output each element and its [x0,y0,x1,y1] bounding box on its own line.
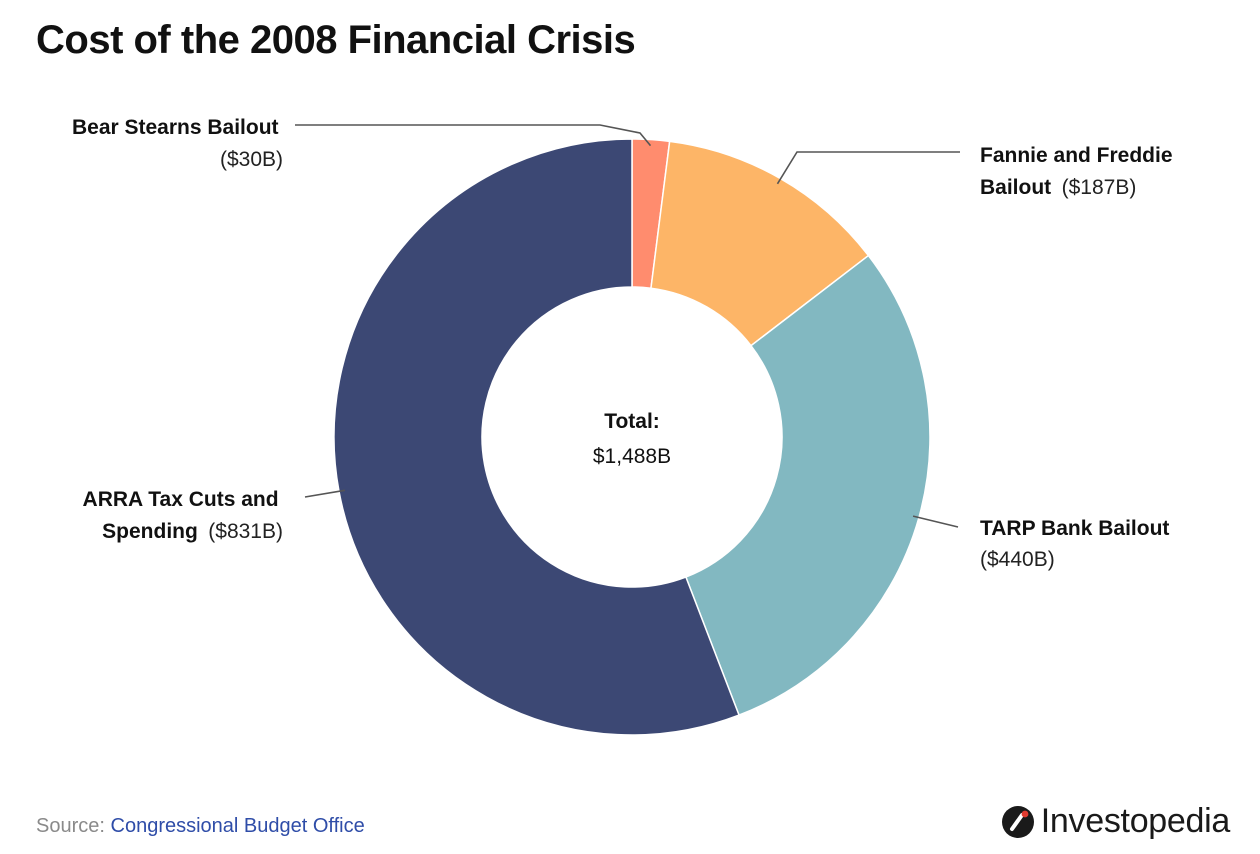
brand-name: Investopedia [1040,802,1231,840]
slice-arra [333,138,740,736]
slice-name-line2-group: Spending ($831B) [102,520,283,543]
slice-tarp [684,254,931,717]
slice-fannie-freddie [650,140,870,347]
center-total-label: Total: [604,410,660,433]
slice-label-bear-stearns: Bear Stearns Bailout ($30B) [72,116,283,171]
slice-value: ($187B) [1062,176,1137,199]
slice-name-line2: Bailout [980,176,1051,199]
chart-title: Cost of the 2008 Financial Crisis [36,18,636,62]
slice-name: ARRA Tax Cuts and [83,488,279,511]
slice-name: Fannie and Freddie [980,144,1173,167]
slice-value: ($440B) [980,548,1055,571]
slice-label-arra: ARRA Tax Cuts and Spending ($831B) [83,488,283,543]
source-credit: Source: Congressional Budget Office [36,815,365,838]
slice-label-fannie-freddie: Fannie and Freddie Bailout ($187B) [980,144,1177,199]
leader-line [304,489,346,498]
source-link[interactable]: Congressional Budget Office [110,815,365,837]
slice-value: ($30B) [220,148,283,171]
leader-line [912,515,959,528]
source-prefix: Source: [36,815,105,837]
leader-line [776,151,960,185]
brand-logo: Investopedia [1001,802,1230,841]
donut-slices [333,138,931,736]
leader-line [295,124,652,147]
slice-name-line2: Spending [102,520,198,543]
slice-value: ($831B) [208,520,283,543]
label-leader-lines [295,124,960,528]
slice-label-tarp: TARP Bank Bailout ($440B) [980,517,1174,571]
slice-name: TARP Bank Bailout [980,517,1169,540]
center-total-value: $1,488B [593,445,671,468]
slice-name: Bear Stearns Bailout [72,116,279,139]
investopedia-logo-icon [1001,805,1034,838]
